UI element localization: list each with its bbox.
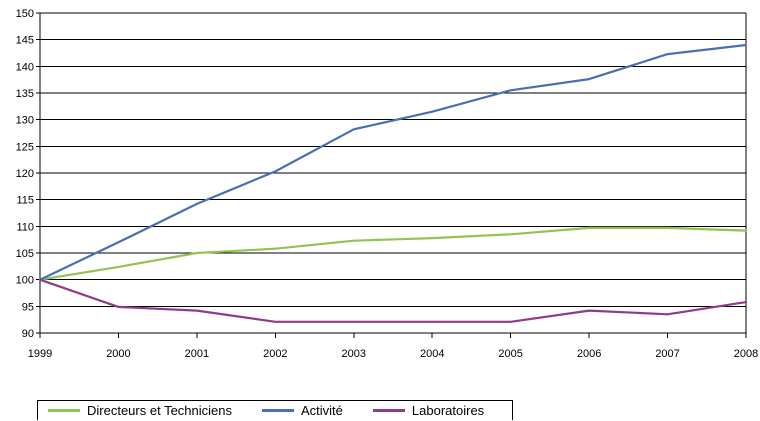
x-tick-label: 2005 — [498, 348, 522, 360]
legend-label: Activité — [301, 403, 343, 418]
y-tick-label: 125 — [16, 141, 34, 153]
y-tick-labels: 90 95 100 105 110 115 120 125 130 135 140 145 150 — [16, 8, 34, 340]
y-tick-label: 100 — [16, 275, 34, 287]
y-tick-label: 145 — [16, 35, 34, 47]
series-line-activite — [38, 43, 748, 281]
y-tick-label: 130 — [16, 115, 34, 127]
x-tick-label: 1999 — [28, 348, 52, 360]
y-tick-label: 95 — [22, 301, 34, 313]
legend-swatch — [48, 409, 80, 412]
legend-label: Laboratoires — [411, 403, 485, 418]
gridlines — [40, 12, 746, 334]
x-tick-label: 2001 — [185, 348, 209, 360]
legend-label: Directeurs et Techniciens — [87, 403, 232, 418]
series-lines — [38, 43, 748, 323]
legend-item-directeurs-techniciens: Directeurs et Techniciens — [48, 403, 232, 418]
series-line-directeurs-et-techniciens — [38, 226, 748, 281]
legend-swatch — [262, 409, 294, 412]
y-tick-label: 90 — [22, 328, 34, 340]
legend-item-laboratoires: Laboratoires — [372, 403, 485, 418]
legend: Directeurs et Techniciens Activité Labor… — [37, 400, 513, 420]
series-line-laboratoires — [38, 278, 748, 323]
x-tick-label: 2007 — [655, 348, 679, 360]
axes — [36, 12, 747, 338]
y-tick-label: 110 — [16, 221, 34, 233]
y-tick-label: 120 — [16, 168, 34, 180]
x-tick-label: 2006 — [577, 348, 601, 360]
x-tick-label: 2008 — [734, 348, 758, 360]
x-tick-label: 2000 — [106, 348, 130, 360]
y-tick-label: 150 — [16, 8, 34, 20]
legend-item-activite: Activité — [262, 403, 343, 418]
y-tick-label: 115 — [16, 195, 34, 207]
x-tick-labels: 1999 2000 2001 2002 2003 2004 2005 2006 2007 2008 — [28, 348, 758, 360]
x-tick-label: 2004 — [420, 348, 444, 360]
x-tick-label: 2002 — [263, 348, 287, 360]
legend-swatch — [372, 409, 405, 412]
y-tick-label: 140 — [16, 61, 34, 73]
y-tick-label: 135 — [16, 88, 34, 100]
y-tick-label: 105 — [16, 248, 34, 260]
x-tick-label: 2003 — [342, 348, 366, 360]
